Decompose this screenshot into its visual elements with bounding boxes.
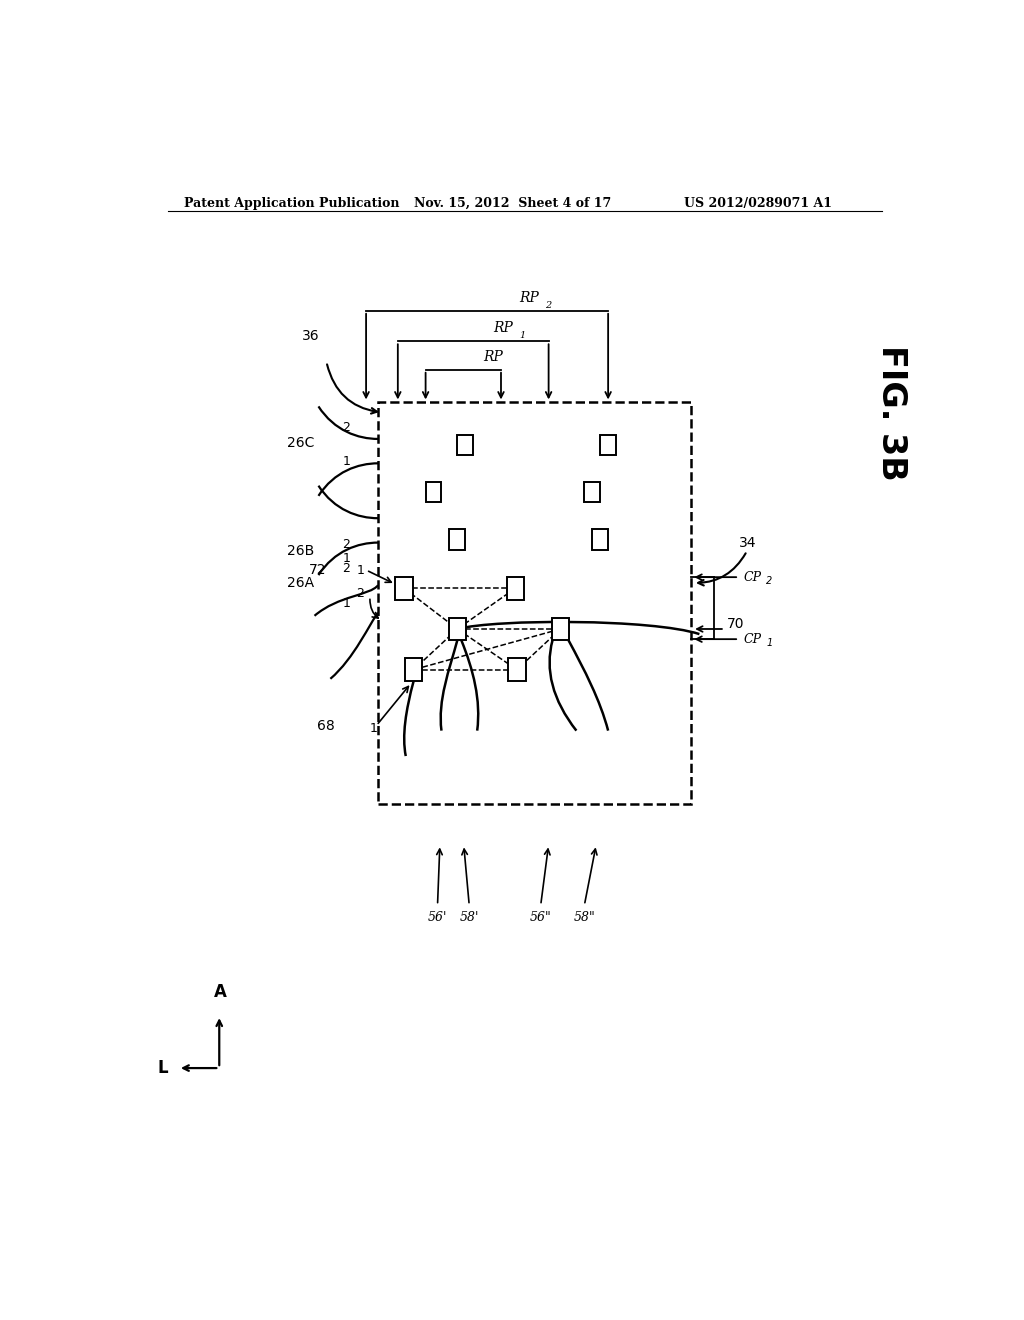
- Text: 2: 2: [342, 539, 350, 552]
- Text: 1: 1: [342, 552, 350, 565]
- Text: 1: 1: [370, 722, 378, 735]
- Text: 26A: 26A: [287, 577, 313, 590]
- Text: Patent Application Publication: Patent Application Publication: [183, 197, 399, 210]
- Text: 1: 1: [342, 597, 350, 610]
- Text: 56": 56": [529, 911, 552, 924]
- Bar: [450, 529, 465, 549]
- Text: 1: 1: [519, 331, 525, 341]
- Text: 2: 2: [356, 587, 365, 599]
- Text: 1: 1: [356, 564, 365, 577]
- Text: RP: RP: [483, 350, 503, 364]
- Text: 70: 70: [727, 616, 744, 631]
- Bar: [395, 577, 413, 599]
- Bar: [404, 659, 423, 681]
- Text: 34: 34: [739, 536, 757, 550]
- Bar: [600, 434, 616, 455]
- Text: 1: 1: [342, 455, 350, 467]
- Text: 2: 2: [545, 301, 551, 310]
- Text: CP: CP: [743, 632, 761, 645]
- Bar: [552, 618, 569, 640]
- Text: 1: 1: [766, 639, 772, 648]
- Text: 2: 2: [766, 577, 772, 586]
- Bar: [508, 659, 525, 681]
- Text: 2: 2: [342, 421, 350, 434]
- Text: 72: 72: [309, 564, 327, 577]
- Bar: [378, 403, 691, 804]
- Text: RP: RP: [519, 290, 539, 305]
- Text: 56': 56': [428, 911, 447, 924]
- Text: 58": 58": [573, 911, 595, 924]
- Text: FIG. 3B: FIG. 3B: [874, 345, 908, 480]
- Text: L: L: [157, 1059, 168, 1077]
- Bar: [507, 577, 524, 599]
- Bar: [426, 482, 441, 502]
- Text: 68: 68: [316, 718, 334, 733]
- Text: 58': 58': [460, 911, 479, 924]
- Text: 36: 36: [302, 329, 319, 343]
- Text: 26B: 26B: [287, 544, 314, 558]
- Bar: [449, 618, 466, 640]
- Text: CP: CP: [743, 570, 761, 583]
- Text: RP: RP: [494, 321, 513, 335]
- Text: 26C: 26C: [287, 436, 314, 450]
- Bar: [458, 434, 473, 455]
- Text: US 2012/0289071 A1: US 2012/0289071 A1: [684, 197, 831, 210]
- Text: A: A: [214, 983, 226, 1001]
- Bar: [592, 529, 608, 549]
- Text: Nov. 15, 2012  Sheet 4 of 17: Nov. 15, 2012 Sheet 4 of 17: [414, 197, 611, 210]
- Bar: [585, 482, 600, 502]
- Text: 2: 2: [342, 561, 350, 574]
